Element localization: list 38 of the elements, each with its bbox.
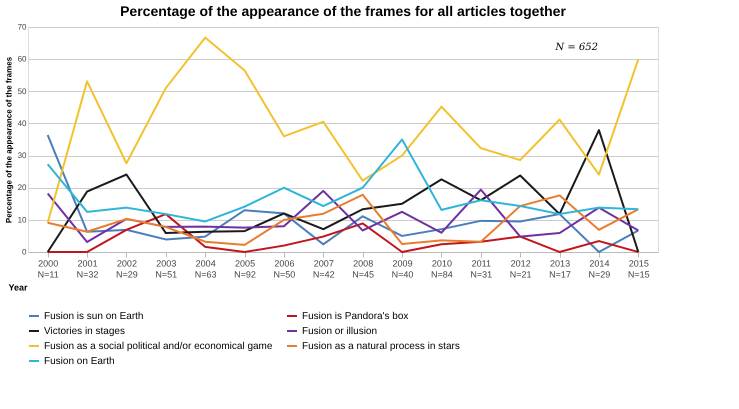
x-tick-label: 2003 N=51 xyxy=(155,258,178,280)
y-tick-label: 60 xyxy=(18,54,28,64)
legend-label: Fusion is Pandora's box xyxy=(302,311,408,322)
y-tick-label: 40 xyxy=(18,118,28,128)
x-tick-label: 2005 N=92 xyxy=(234,258,256,280)
legend-label: Fusion as a natural process in stars xyxy=(302,341,460,352)
x-tick-label: 2014 N=29 xyxy=(588,258,610,280)
x-tick-label: 2006 N=50 xyxy=(274,258,296,280)
line-series xyxy=(46,138,640,222)
x-tick-label: 2010 N=84 xyxy=(431,258,453,280)
x-tick-label: 2004 N=63 xyxy=(194,258,217,280)
x-tick-label: 2015 N=15 xyxy=(628,258,650,280)
x-tick-label: 2013 N=17 xyxy=(549,258,571,280)
y-axis-title: Percentage of the appearance of the frames xyxy=(4,56,14,224)
x-tick-label: 2001 N=32 xyxy=(76,258,98,280)
x-tick-label: 2002 N=29 xyxy=(116,258,138,280)
x-tick-label: 2012 N=21 xyxy=(510,258,532,280)
y-tick-label: 30 xyxy=(18,151,28,160)
x-tick-label: 2000 N=11 xyxy=(38,258,59,280)
annotation: N = 652 xyxy=(554,42,598,53)
x-tick-label: 2009 N=40 xyxy=(392,258,414,280)
y-tick-label: 50 xyxy=(18,86,28,96)
y-tick-label: 0 xyxy=(22,248,28,256)
y-tick-label: 10 xyxy=(18,215,28,224)
legend-label: Fusion on Earth xyxy=(44,356,115,367)
x-axis-title: Year xyxy=(8,282,28,292)
legend-label: Fusion as a social political and/or economical game xyxy=(44,341,273,352)
x-tick-label: 2011 N=31 xyxy=(470,258,492,280)
x-tick-label: 2008 N=45 xyxy=(352,258,374,280)
x-tick-label: 2007 N=42 xyxy=(312,258,335,280)
y-tick-label: 70 xyxy=(18,22,28,32)
chart-title: Percentage of the appearance of the frames for all articles together xyxy=(120,3,566,19)
legend-label: Fusion or illusion xyxy=(302,326,378,337)
y-tick-label: 20 xyxy=(18,183,28,192)
legend-label: Fusion is sun on Earth xyxy=(44,311,144,322)
legend-label: Victories in stages xyxy=(44,326,125,337)
line-series xyxy=(46,213,640,253)
line-series xyxy=(46,36,640,224)
